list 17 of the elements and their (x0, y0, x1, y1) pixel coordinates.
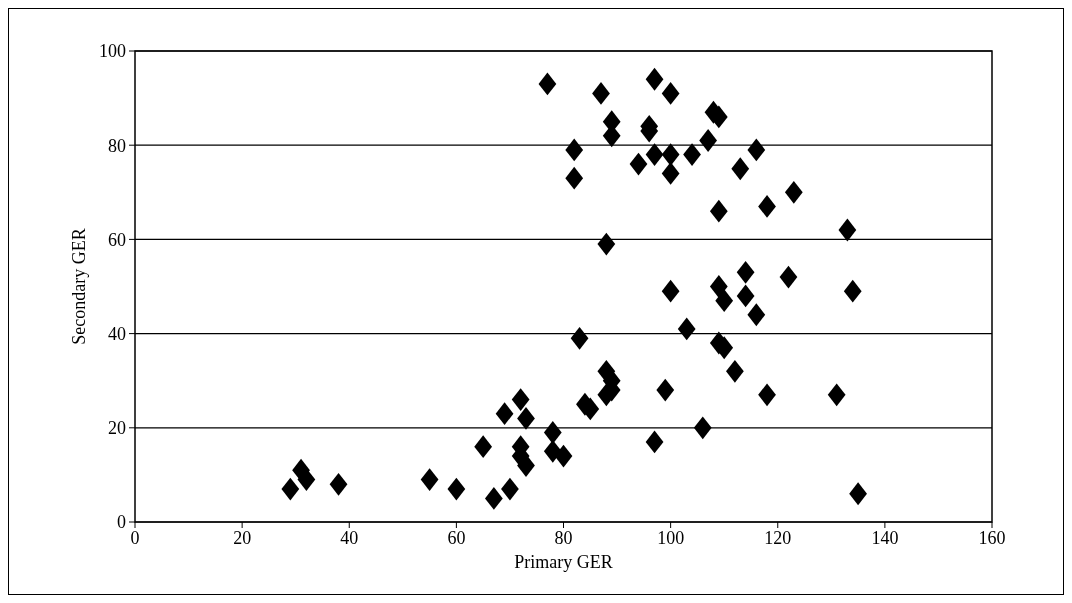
y-axis-title: Secondary GER (69, 228, 89, 345)
x-axis-title: Primary GER (514, 552, 613, 572)
x-tick-label: 80 (554, 528, 573, 548)
x-tick-label: 20 (233, 528, 252, 548)
x-tick-label: 160 (978, 528, 1006, 548)
x-tick-label: 120 (764, 528, 792, 548)
y-tick-label: 40 (108, 323, 126, 344)
y-tick-label: 60 (108, 229, 126, 250)
x-tick-label: 0 (130, 528, 140, 548)
x-tick-label: 40 (340, 528, 359, 548)
y-tick-label: 80 (108, 135, 126, 156)
x-tick-label: 140 (871, 528, 899, 548)
x-tick-label: 60 (447, 528, 466, 548)
y-tick-label: 100 (99, 41, 126, 62)
y-tick-label: 20 (108, 418, 126, 439)
x-tick-label: 100 (657, 528, 685, 548)
y-tick-label: 0 (117, 512, 126, 533)
